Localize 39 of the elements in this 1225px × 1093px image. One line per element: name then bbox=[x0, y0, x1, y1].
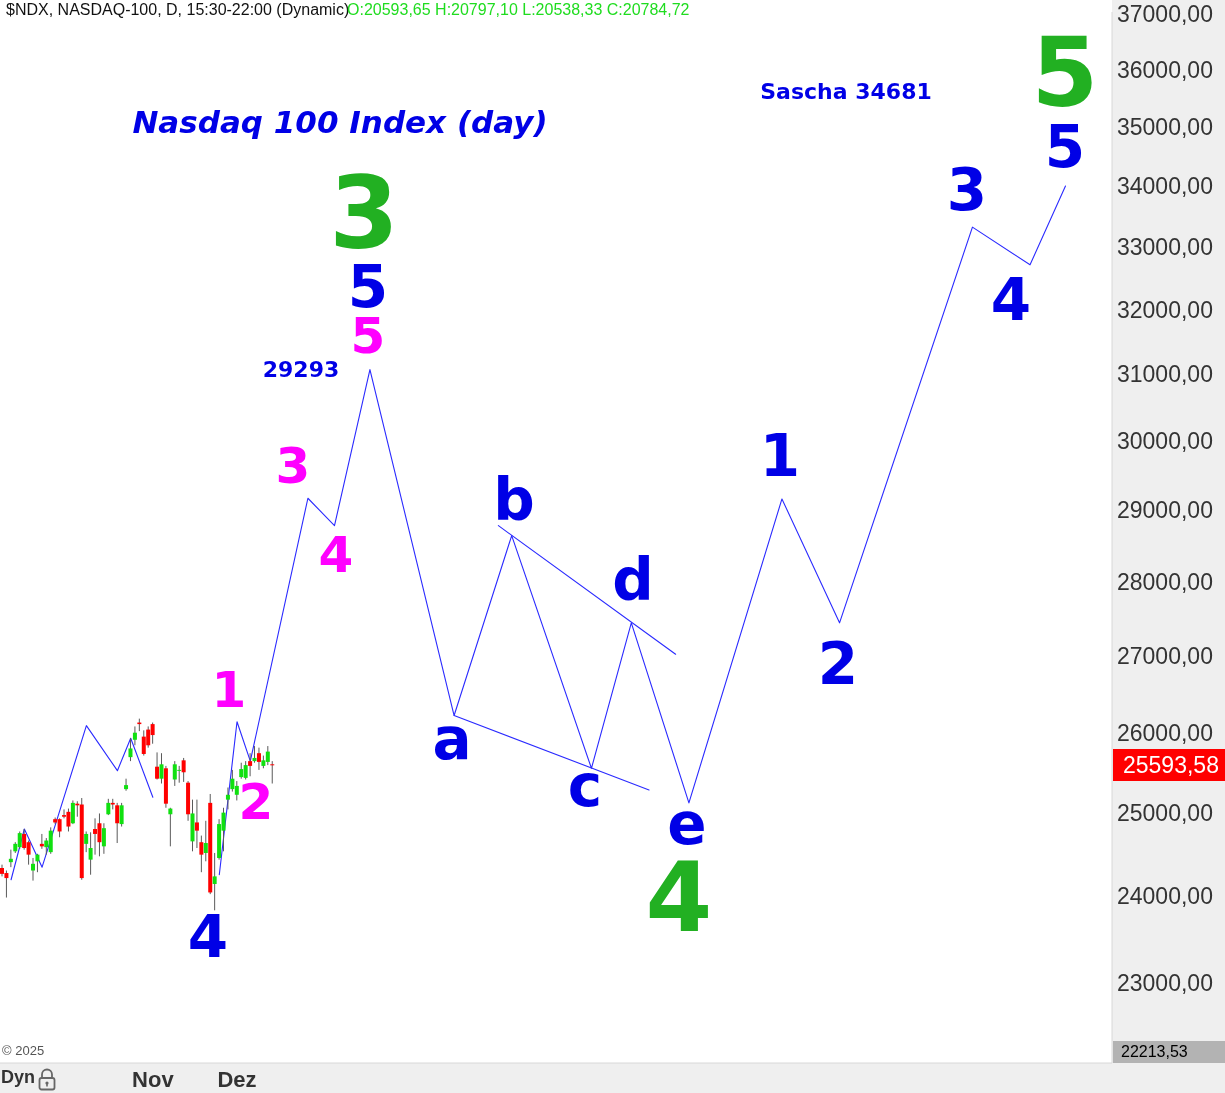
y-tick-label: 30000,00 bbox=[1117, 428, 1213, 455]
y-tick-label: 31000,00 bbox=[1117, 361, 1213, 388]
annotation: O:20593,65 H:20797,10 L:20538,33 C:20784,72 bbox=[347, 1, 690, 18]
annotation: 2 bbox=[238, 773, 274, 831]
annotation: 4 bbox=[187, 903, 229, 971]
y-tick-label: 32000,00 bbox=[1117, 296, 1213, 323]
annotation: 29293 bbox=[262, 357, 340, 382]
y-tick-label: 36000,00 bbox=[1117, 56, 1213, 83]
y-tick-label: 27000,00 bbox=[1117, 642, 1213, 669]
annotation: d bbox=[612, 546, 654, 614]
y-tick-label: 25000,00 bbox=[1117, 799, 1213, 826]
x-tick-label: Dez bbox=[217, 1066, 257, 1092]
annotation: b bbox=[493, 466, 535, 534]
text: 25593,58 bbox=[1123, 751, 1219, 778]
y-tick-label: 34000,00 bbox=[1117, 173, 1213, 200]
text: Nasdaq 100 Index (day) bbox=[132, 104, 548, 142]
annotation: c bbox=[567, 752, 603, 820]
annotation: 3 bbox=[946, 156, 988, 224]
x-tick-label: Nov bbox=[132, 1066, 175, 1092]
text: Dyn bbox=[1, 1067, 36, 1087]
annotation: a bbox=[432, 705, 472, 773]
annotation: 2 bbox=[817, 630, 859, 698]
annotation: $NDX, NASDAQ-100, D, 15:30-22:00 (Dynamic) bbox=[6, 1, 350, 18]
y-tick-label: 33000,00 bbox=[1117, 233, 1213, 260]
annotation: © 2025 bbox=[2, 1043, 45, 1058]
y-tick-label: 35000,00 bbox=[1117, 114, 1213, 141]
text: 22213,53 bbox=[1121, 1043, 1188, 1060]
y-tick-label: 29000,00 bbox=[1117, 497, 1213, 524]
annotation: Sascha 34681 bbox=[760, 79, 932, 104]
y-tick-label: 24000,00 bbox=[1117, 883, 1213, 909]
annotation: 4 bbox=[990, 266, 1032, 334]
y-tick-label: 23000,00 bbox=[1117, 969, 1213, 996]
y-tick-label: 37000,00 bbox=[1117, 0, 1213, 27]
annotation: 1 bbox=[759, 422, 801, 490]
y-tick-label: 28000,00 bbox=[1117, 568, 1213, 595]
annotation: 1 bbox=[211, 661, 247, 719]
annotation: 4 bbox=[318, 526, 354, 584]
y-tick-label: 26000,00 bbox=[1117, 719, 1213, 746]
annotation: 3 bbox=[275, 437, 311, 495]
